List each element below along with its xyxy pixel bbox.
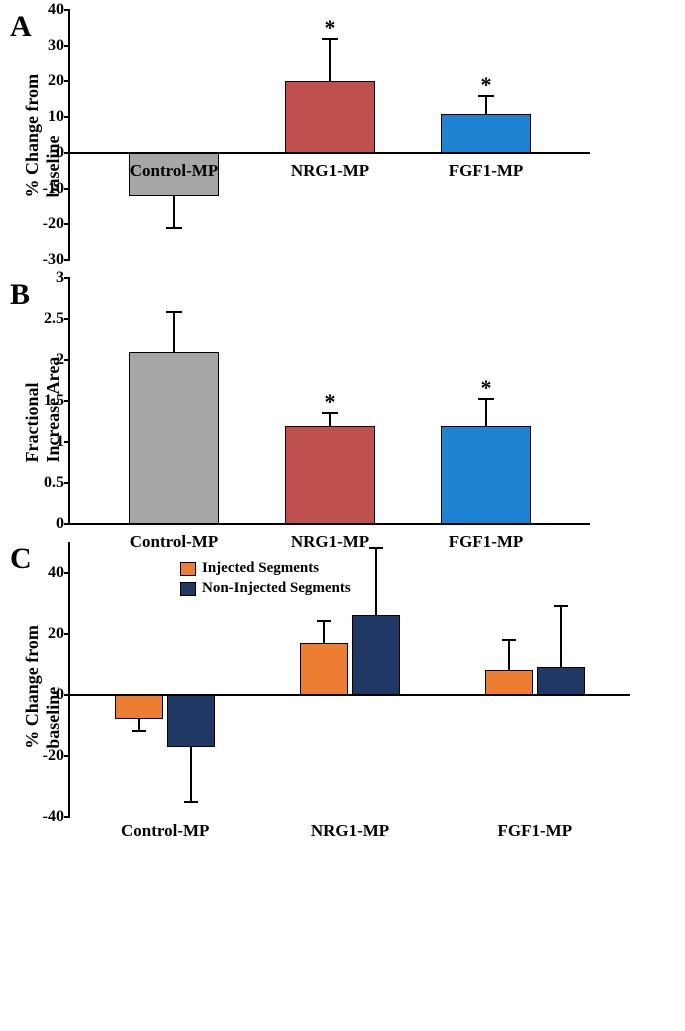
y-tick-mark (64, 755, 70, 757)
error-cap (502, 639, 516, 641)
panel-b-chart: Fractional Increase Area00.511.522.53Con… (68, 278, 665, 524)
error-cap (132, 730, 146, 732)
legend-item: Non-Injected Segments (180, 580, 351, 597)
y-tick-mark (64, 633, 70, 635)
category-label: FGF1-MP (449, 161, 524, 181)
category-label: NRG1-MP (311, 821, 389, 841)
y-tick-mark (64, 277, 70, 279)
y-tick-mark (64, 259, 70, 261)
bar (441, 114, 531, 153)
y-tick-mark (64, 400, 70, 402)
panel-a-label: A (10, 10, 32, 44)
category-label: Control-MP (121, 821, 209, 841)
y-tick-mark (64, 45, 70, 47)
y-tick-mark (64, 9, 70, 11)
legend-swatch (180, 562, 196, 576)
panel-a: A % Change from baseline-30-20-100102030… (10, 10, 665, 260)
significance-marker: * (325, 15, 336, 41)
bar (285, 81, 375, 152)
error-bar (375, 548, 377, 615)
panel-a-chart: % Change from baseline-30-20-10010203040… (68, 10, 665, 260)
legend-item: Injected Segments (180, 560, 351, 577)
error-bar (560, 606, 562, 667)
y-tick-mark (64, 816, 70, 818)
y-tick-mark (64, 80, 70, 82)
y-tick-mark (64, 441, 70, 443)
legend: Injected Segments Non-Injected Segments (180, 560, 351, 600)
y-tick-mark (64, 572, 70, 574)
significance-marker: * (481, 375, 492, 401)
figure: A % Change from baseline-30-20-100102030… (0, 0, 685, 845)
error-bar (173, 196, 175, 228)
panel-c-label: C (10, 542, 32, 576)
error-bar (173, 312, 175, 351)
panel-c: C % Change from baseline-40-2002040Contr… (10, 542, 665, 817)
significance-marker: * (481, 72, 492, 98)
plot-area: 00.511.522.53Control-MP*NRG1-MP*FGF1-MP (68, 278, 588, 524)
legend-swatch (180, 582, 196, 596)
y-tick-mark (64, 318, 70, 320)
plot-area: -30-20-10010203040Control-MP*NRG1-MP*FGF… (68, 10, 588, 260)
error-cap (184, 801, 198, 803)
y-tick-mark (64, 188, 70, 190)
panel-b-label: B (10, 278, 30, 312)
y-tick-mark (64, 482, 70, 484)
error-cap (317, 620, 331, 622)
legend-label: Non-Injected Segments (202, 580, 351, 597)
bar (167, 695, 215, 747)
error-bar (329, 39, 331, 82)
category-label: Control-MP (130, 161, 218, 181)
error-cap (369, 547, 383, 549)
legend-label: Injected Segments (202, 560, 319, 577)
bar (485, 670, 533, 694)
error-bar (485, 96, 487, 114)
error-bar (508, 640, 510, 671)
y-tick-mark (64, 116, 70, 118)
category-label: FGF1-MP (498, 821, 573, 841)
error-bar (323, 621, 325, 642)
bar (441, 426, 531, 524)
y-tick-mark (64, 359, 70, 361)
panel-b: B Fractional Increase Area00.511.522.53C… (10, 278, 665, 524)
bar (115, 695, 163, 719)
y-tick-mark (64, 223, 70, 225)
error-bar (190, 747, 192, 802)
error-cap (554, 605, 568, 607)
error-cap (166, 227, 182, 229)
bar (537, 667, 585, 695)
panel-c-chart: % Change from baseline-40-2002040Control… (68, 542, 665, 817)
bar (352, 615, 400, 694)
bar (129, 352, 219, 524)
error-bar (485, 399, 487, 425)
category-label: NRG1-MP (291, 161, 369, 181)
significance-marker: * (325, 389, 336, 415)
error-cap (166, 311, 182, 313)
bar (300, 643, 348, 695)
bar (285, 426, 375, 524)
plot-area: -40-2002040Control-MPNRG1-MPFGF1-MPInjec… (68, 542, 628, 817)
